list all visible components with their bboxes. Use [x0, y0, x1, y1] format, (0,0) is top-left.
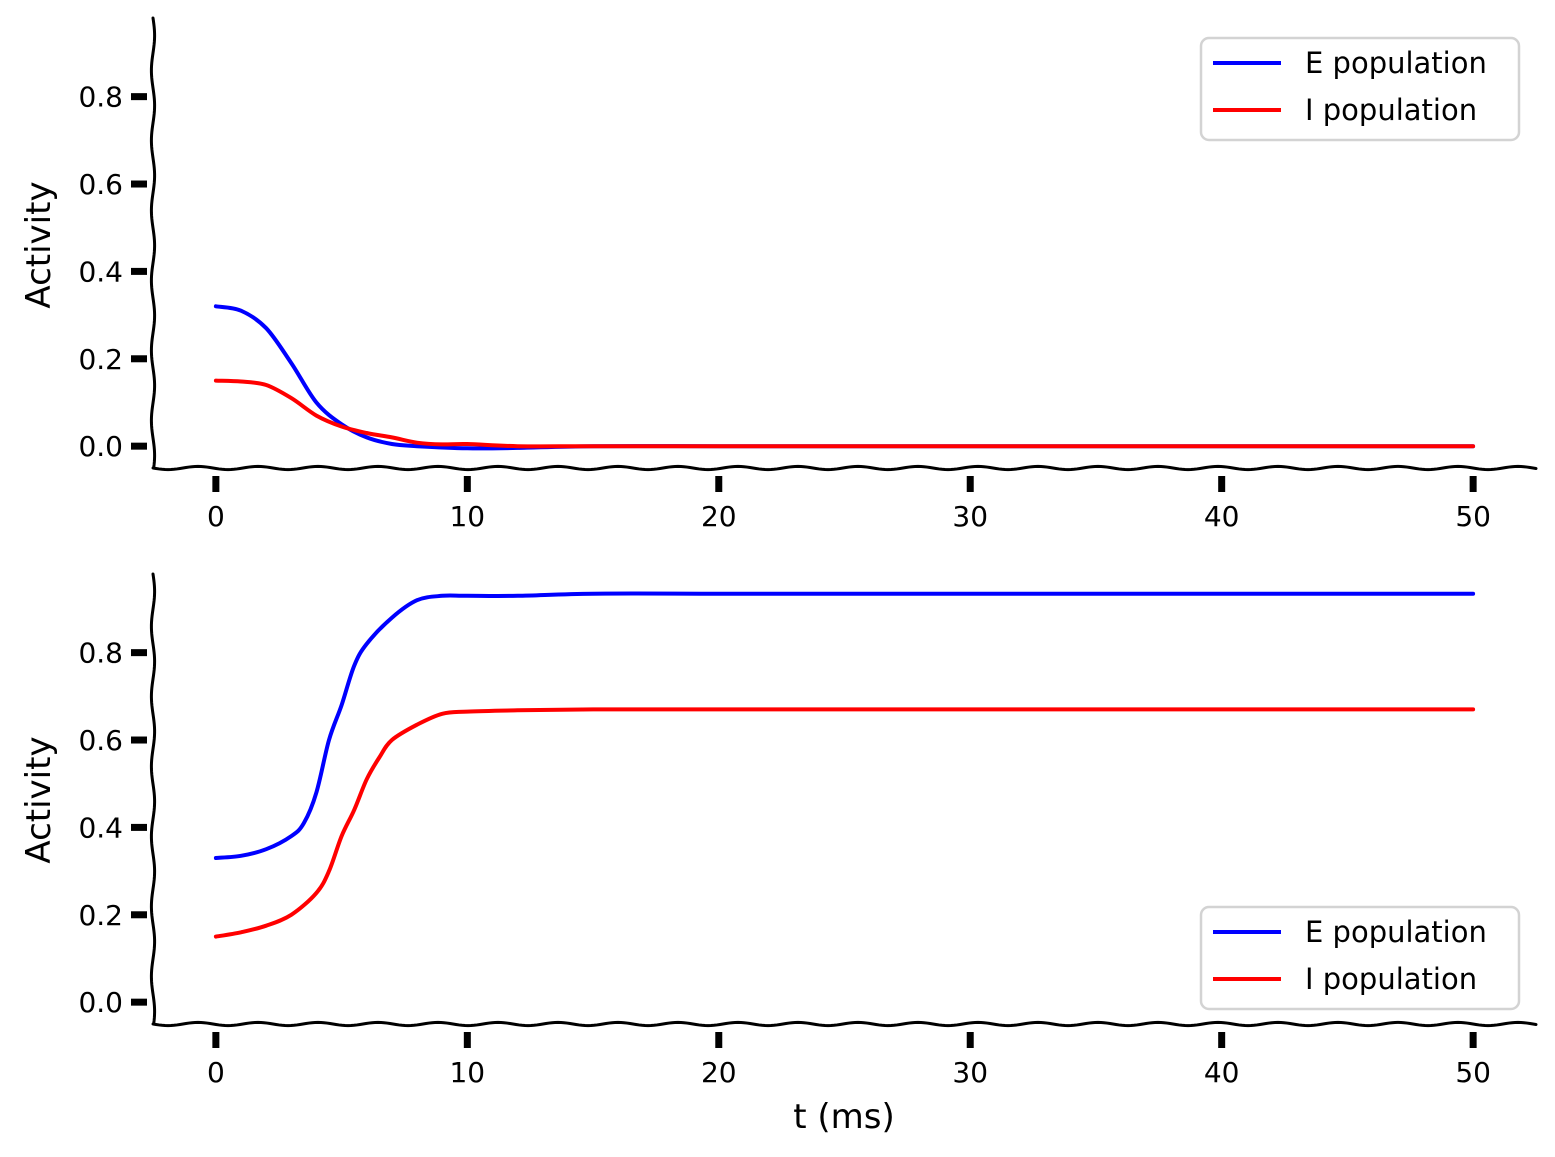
x-tick-label: 30	[952, 1056, 988, 1089]
legend-label: E population	[1305, 46, 1487, 80]
series-line-i	[213, 378, 1476, 449]
x-tick-label: 0	[207, 1056, 225, 1089]
y-axis-label: Activity	[19, 181, 59, 308]
y-tick-label: 0.0	[78, 986, 123, 1019]
x-tick-label: 20	[701, 500, 737, 533]
x-axis-label: t (ms)	[793, 1097, 895, 1137]
series-line-e	[213, 591, 1476, 860]
series-line-e	[213, 304, 1476, 451]
x-tick-label: 10	[449, 1056, 485, 1089]
x-axis-spine	[151, 1020, 1538, 1028]
y-tick-label: 0.6	[78, 724, 123, 757]
y-tick-label: 0.8	[78, 81, 123, 114]
legend-label: E population	[1305, 915, 1487, 949]
x-tick-label: 40	[1204, 1056, 1240, 1089]
x-axis-spine	[151, 464, 1538, 472]
x-tick-label: 30	[952, 500, 988, 533]
x-tick-label: 20	[701, 1056, 737, 1089]
y-axis-spine	[149, 16, 157, 470]
x-tick-label: 40	[1204, 500, 1240, 533]
top-panel: 0 10 20 30 40 50 0.0 0.2 0.4 0.6 0.8 Activity E popu…	[19, 16, 1538, 533]
y-tick-label: 0.4	[78, 811, 123, 844]
legend-label: I population	[1305, 93, 1477, 127]
y-tick-label: 0.4	[78, 255, 123, 288]
y-tick-label: 0.0	[78, 430, 123, 463]
legend: E population I population	[1199, 36, 1521, 142]
y-tick-label: 0.6	[78, 168, 123, 201]
x-tick-label: 50	[1455, 500, 1491, 533]
y-tick-label: 0.2	[78, 343, 123, 376]
x-tick-label: 50	[1455, 1056, 1491, 1089]
y-tick-label: 0.8	[78, 637, 123, 670]
bottom-panel: 0 10 20 30 40 50 0.0 0.2 0.4 0.6 0.8 Activity E popu…	[19, 572, 1538, 1089]
x-tick-label: 10	[449, 500, 485, 533]
y-axis-spine	[149, 572, 157, 1026]
x-tick-label: 0	[207, 500, 225, 533]
series-line-i	[213, 707, 1476, 939]
y-axis-label: Activity	[19, 736, 59, 863]
legend-label: I population	[1305, 962, 1477, 996]
y-tick-label: 0.2	[78, 899, 123, 932]
legend: E population I population	[1199, 905, 1521, 1011]
